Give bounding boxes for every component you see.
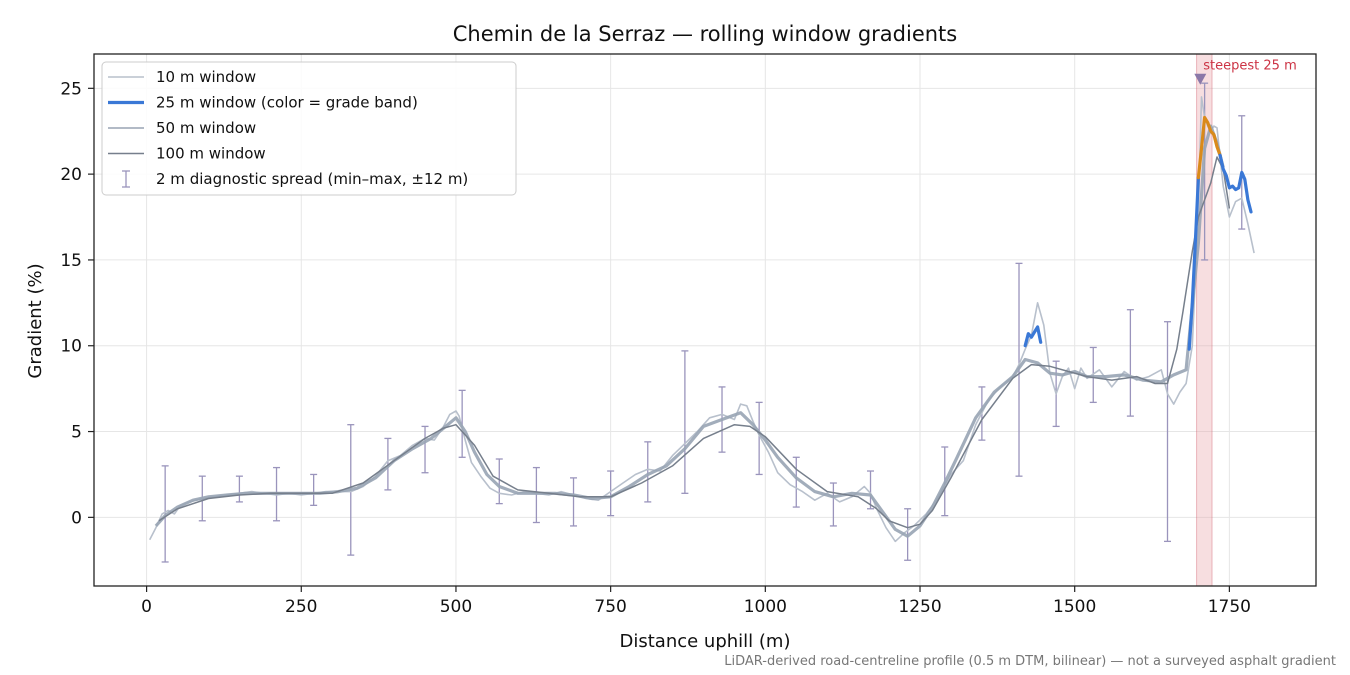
- legend-item: 50 m window: [108, 119, 256, 137]
- x-tick-label: 500: [440, 597, 472, 617]
- x-tick-label: 1250: [898, 597, 941, 617]
- legend-item: 25 m window (color = grade band): [108, 94, 418, 112]
- series-25m-segment-normal: [1218, 153, 1253, 214]
- y-tick-label: 5: [71, 423, 82, 443]
- steepest-marker: [1194, 73, 1207, 85]
- steepest-label: steepest 25 m: [1203, 59, 1296, 74]
- diagnostic-errorbar: [310, 473, 318, 506]
- legend-item: 100 m window: [108, 145, 266, 163]
- legend-item: 10 m window: [108, 68, 256, 86]
- diagnostic-errorbar: [458, 389, 466, 458]
- footnote: LiDAR-derived road-centreline profile (0…: [724, 654, 1336, 669]
- x-axis-ticks: 0 250 500 750 1000 1250 1500 1750: [141, 586, 1251, 617]
- diagnostic-errorbar: [829, 482, 837, 527]
- chart-title: Chemin de la Serraz — rolling window gra…: [453, 22, 957, 46]
- legend-label: 25 m window (color = grade band): [156, 94, 418, 112]
- plot-frame: [93, 53, 1317, 587]
- diagnostic-errorbar: [1164, 321, 1172, 543]
- legend-label: 2 m diagnostic spread (min–max, ±12 m): [156, 170, 468, 188]
- y-axis-ticks: 0 5 10 15 20 25: [60, 79, 94, 528]
- diagnostic-errorbar: [421, 425, 429, 474]
- series-25m-segment-steep: [1196, 115, 1222, 180]
- x-tick-label: 750: [594, 597, 626, 617]
- y-tick-label: 10: [60, 337, 82, 357]
- x-axis-label: Distance uphill (m): [620, 631, 791, 652]
- x-tick-label: 1000: [744, 597, 787, 617]
- legend-label: 10 m window: [156, 68, 256, 86]
- diagnostic-errorbar: [644, 441, 652, 503]
- diagnostic-spread-layer: [161, 82, 1246, 563]
- y-tick-label: 20: [60, 165, 82, 185]
- diagnostic-errorbar: [755, 401, 763, 476]
- series-25m-segment-normal: [1023, 325, 1043, 348]
- series-layer: [148, 96, 1255, 543]
- y-tick-label: 25: [60, 79, 82, 99]
- legend-label: 100 m window: [156, 145, 266, 163]
- diagnostic-errorbar: [384, 437, 392, 491]
- diagnostic-errorbar: [570, 477, 578, 527]
- x-tick-label: 250: [285, 597, 317, 617]
- series-25m-segment-normal: [1187, 176, 1201, 351]
- legend-box: [101, 61, 517, 196]
- diagnostic-errorbar: [235, 475, 243, 503]
- y-axis-label: Gradient (%): [25, 263, 46, 378]
- y-tick-label: 15: [60, 251, 82, 271]
- diagnostic-errorbar: [532, 466, 540, 524]
- legend-item: 2 m diagnostic spread (min–max, ±12 m): [122, 170, 468, 188]
- steepest-highlight: steepest 25 m: [1194, 53, 1297, 587]
- diagnostic-errorbar: [495, 458, 503, 505]
- x-tick-label: 0: [141, 597, 152, 617]
- diagnostic-errorbar: [867, 470, 875, 510]
- series-50m-line: [154, 124, 1225, 538]
- diagnostic-errorbar: [607, 470, 615, 517]
- legend-label: 50 m window: [156, 119, 256, 137]
- legend: 10 m window 25 m window (color = grade ba…: [101, 61, 517, 196]
- diagnostic-errorbar: [792, 456, 800, 508]
- diagnostic-errorbar: [681, 350, 689, 494]
- x-tick-label: 1500: [1053, 597, 1096, 617]
- diagnostic-errorbar: [1126, 309, 1134, 417]
- x-tick-label: 1750: [1208, 597, 1251, 617]
- series-100m-line: [158, 156, 1231, 529]
- y-tick-label: 0: [71, 508, 82, 528]
